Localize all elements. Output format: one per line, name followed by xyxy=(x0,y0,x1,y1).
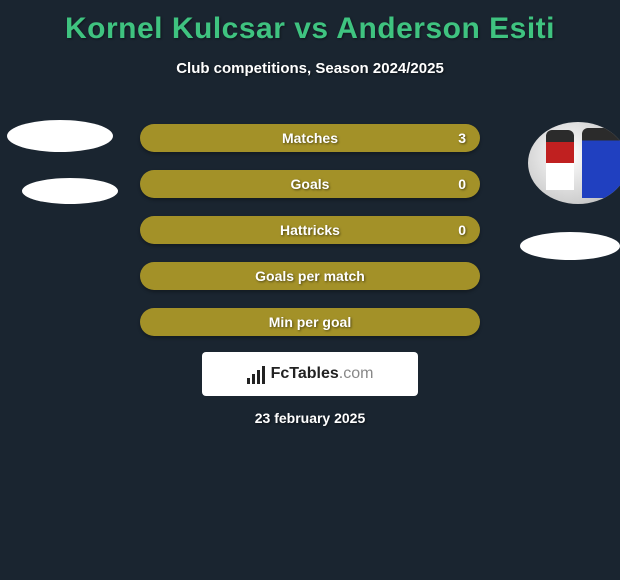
date-text: 23 february 2025 xyxy=(0,410,620,426)
stat-bar-value: 3 xyxy=(458,130,466,146)
stat-bar-label: Goals per match xyxy=(140,268,480,284)
player-left-name-plate xyxy=(22,178,118,204)
subtitle: Club competitions, Season 2024/2025 xyxy=(0,60,620,77)
brand-dim: .com xyxy=(339,365,374,382)
stat-bar-label: Min per goal xyxy=(140,314,480,330)
stat-bar-label: Matches xyxy=(140,130,480,146)
stat-bar-value: 0 xyxy=(458,222,466,238)
brand-strong: FcTables xyxy=(271,365,339,382)
stat-bar: Goals 0 xyxy=(140,170,480,198)
chart-icon xyxy=(247,364,267,384)
stat-bar: Hattricks 0 xyxy=(140,216,480,244)
player-right-name-plate xyxy=(520,232,620,260)
stat-bar: Min per goal xyxy=(140,308,480,336)
brand-logo: FcTables.com xyxy=(202,352,418,396)
stat-bar-label: Goals xyxy=(140,176,480,192)
player-left-avatar xyxy=(7,120,113,152)
stat-bar: Goals per match xyxy=(140,262,480,290)
stat-bar-label: Hattricks xyxy=(140,222,480,238)
player-right-avatar xyxy=(528,122,620,204)
stat-bars: Matches 3 Goals 0 Hattricks 0 Goals per … xyxy=(140,124,480,354)
stat-bar: Matches 3 xyxy=(140,124,480,152)
stat-bar-value: 0 xyxy=(458,176,466,192)
brand-text: FcTables.com xyxy=(271,365,374,383)
page-title: Kornel Kulcsar vs Anderson Esiti xyxy=(0,0,620,46)
